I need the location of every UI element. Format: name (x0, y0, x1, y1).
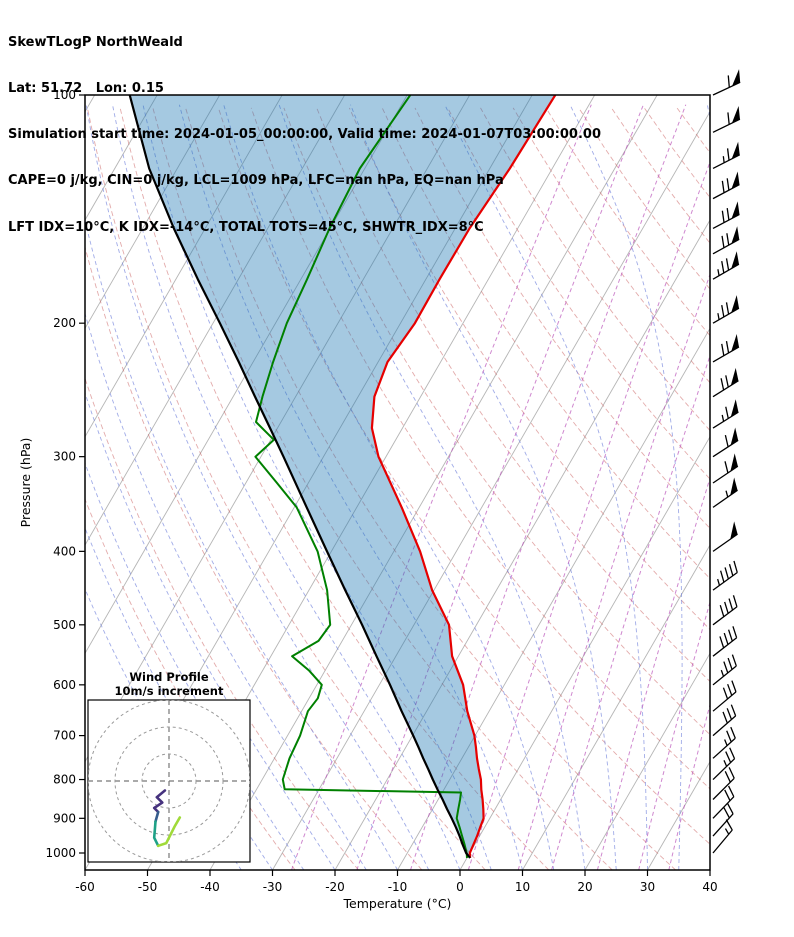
temperature-tick-label: -20 (325, 880, 345, 894)
x-axis-label: Temperature (°C) (343, 896, 452, 911)
wind-barb (712, 69, 741, 96)
wind-barb (712, 106, 741, 133)
wind-barb (712, 654, 737, 686)
temperature-curve (370, 95, 557, 858)
dry-adiabat-lines (85, 107, 710, 870)
temperature-tick-label: 20 (577, 880, 592, 894)
header: SkewTLogP NorthWeald Lat: 51.72 Lon: 0.1… (8, 4, 601, 266)
pressure-tick-label: 900 (53, 811, 76, 825)
pressure-tick-label: 700 (53, 729, 76, 743)
wind-barb (712, 333, 740, 363)
wind-barb (712, 521, 738, 552)
wind-barb (712, 141, 741, 170)
wind-barb (712, 595, 738, 626)
page-title: SkewTLogP NorthWeald (8, 34, 183, 50)
pressure-tick-label: 800 (53, 773, 76, 787)
wind-barb (712, 226, 740, 255)
wind-barb (712, 785, 735, 819)
y-axis-label: Pressure (hPa) (18, 438, 33, 528)
wind-barb (712, 201, 740, 230)
hodograph-title: Wind Profile (129, 670, 209, 684)
temperature-tick-label: -10 (388, 880, 408, 894)
cape-cin-line: CAPE=0 j/kg, CIN=0 j/kg, LCL=1009 hPa, L… (8, 173, 504, 189)
wind-barb (712, 453, 739, 484)
wind-barb (712, 427, 739, 458)
pressure-axis: 100 200 300 400 500 600 700 800 900 1000 (45, 88, 85, 860)
pressure-tick-label: 300 (53, 450, 76, 464)
wind-barb (712, 367, 739, 398)
wind-barb (712, 295, 740, 324)
wind-barb (712, 819, 733, 854)
cin-shade (129, 95, 556, 858)
wind-barb (712, 626, 738, 657)
wind-barb (712, 251, 740, 280)
profile-curves (128, 95, 557, 859)
temperature-tick-label: -60 (75, 880, 95, 894)
temperature-tick-label: 10 (515, 880, 530, 894)
wind-barb (712, 680, 737, 712)
hodograph-subtitle: 10m/s increment (115, 684, 224, 698)
wind-barb (712, 726, 736, 759)
dewpoint-curve (254, 95, 468, 858)
wind-barb (712, 704, 737, 737)
indices-line: LFT IDX=10°C, K IDX=-14°C, TOTAL TOTS=45… (8, 219, 484, 235)
temperature-axis: -60 -50 -40 -30 -20 -10 0 10 20 30 40 (75, 870, 718, 894)
temperature-tick-label: 40 (702, 880, 717, 894)
wind-barb (712, 802, 734, 837)
pressure-tick-label: 1000 (45, 846, 76, 860)
wind-barb (712, 399, 739, 429)
moist-adiabat-lines (85, 104, 710, 870)
pressure-tick-label: 600 (53, 678, 76, 692)
wind-barb (712, 477, 738, 508)
background-lines (85, 95, 710, 870)
temperature-tick-label: -50 (138, 880, 158, 894)
wind-barb (712, 560, 738, 591)
temperature-tick-label: -30 (263, 880, 283, 894)
temperature-tick-label: 0 (456, 880, 464, 894)
pressure-tick-label: 400 (53, 544, 76, 558)
wind-barb (712, 171, 740, 200)
pressure-tick-label: 100 (53, 88, 76, 102)
wind-barbs (712, 69, 741, 854)
latlon-line: Lat: 51.72 Lon: 0.15 (8, 81, 164, 97)
wind-barb (712, 767, 735, 800)
simulation-time-line: Simulation start time: 2024-01-05_00:00:… (8, 127, 601, 143)
pressure-tick-label: 500 (53, 618, 76, 632)
wind-barb (712, 747, 736, 781)
temperature-tick-label: 30 (640, 880, 655, 894)
hodograph-plot (88, 700, 250, 862)
parcel-curve (128, 95, 471, 859)
mixing-ratio-lines (291, 104, 710, 870)
temperature-tick-label: -40 (200, 880, 220, 894)
pressure-tick-label: 200 (53, 316, 76, 330)
